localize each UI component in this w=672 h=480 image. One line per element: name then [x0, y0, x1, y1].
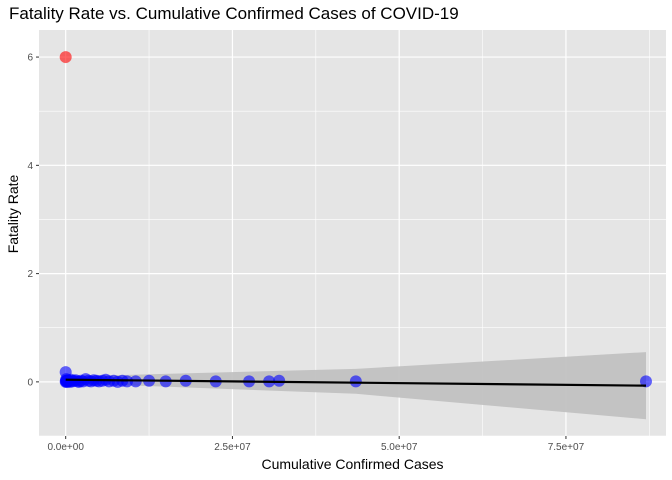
data-point: [349, 375, 362, 388]
trend-line: [65, 378, 647, 387]
chart-title: Fatality Rate vs. Cumulative Confirmed C…: [9, 4, 459, 23]
x-tick-label: 0.0e+00: [47, 442, 84, 453]
y-tick-label: 0: [27, 377, 33, 388]
x-tick-label: 5.0e+07: [381, 442, 418, 453]
data-point: [273, 374, 286, 387]
y-tick-label: 4: [27, 161, 33, 172]
y-tick-label: 6: [27, 53, 33, 64]
data-point: [639, 375, 652, 388]
x-tick-label: 7.5e+07: [548, 442, 585, 453]
x-axis-label: Cumulative Confirmed Cases: [261, 456, 444, 472]
outlier-point: [59, 51, 72, 64]
y-tick-label: 2: [27, 269, 33, 280]
x-tick-label: 2.5e+07: [214, 442, 251, 453]
